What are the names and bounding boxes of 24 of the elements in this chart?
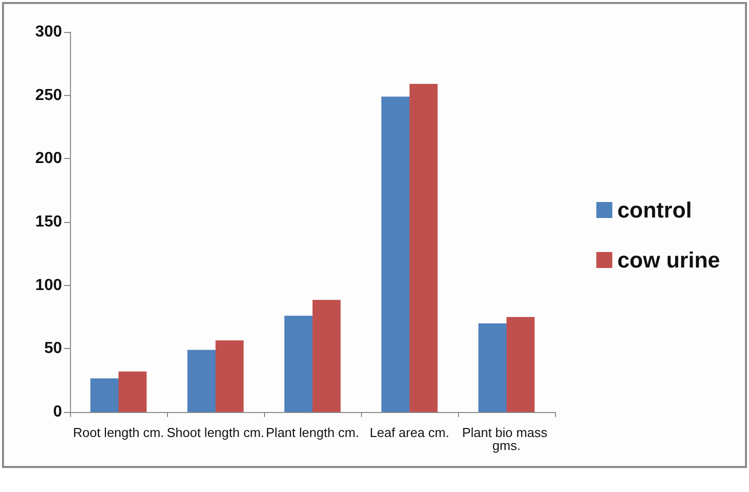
y-tick-label: 0 [53, 404, 62, 420]
legend-label: cow urine [617, 248, 720, 272]
bar [381, 96, 410, 412]
y-tick-label: 300 [35, 24, 62, 40]
bar [187, 350, 216, 412]
y-tick-label: 100 [35, 276, 62, 294]
y-tick-label: 200 [35, 150, 62, 168]
x-tick-label: Leaf area cm. [370, 425, 450, 440]
bar [118, 371, 147, 412]
bar [410, 84, 438, 412]
y-tick-label: 150 [35, 214, 62, 230]
x-tick-label: Plant length cm. [266, 425, 360, 440]
bar [312, 300, 341, 412]
legend-label: control [617, 198, 692, 222]
y-tick-label: 250 [35, 86, 62, 104]
x-tick-label: Root length cm. [72, 425, 164, 440]
y-tick-label: 50 [44, 340, 62, 358]
bar [216, 340, 244, 412]
bar [90, 378, 118, 412]
bar [506, 317, 535, 412]
x-tick-label: Shoot length cm. [166, 425, 264, 440]
bar [478, 323, 506, 412]
bar [284, 316, 312, 412]
x-tick-label: Plant bio mass gms. [462, 425, 551, 453]
